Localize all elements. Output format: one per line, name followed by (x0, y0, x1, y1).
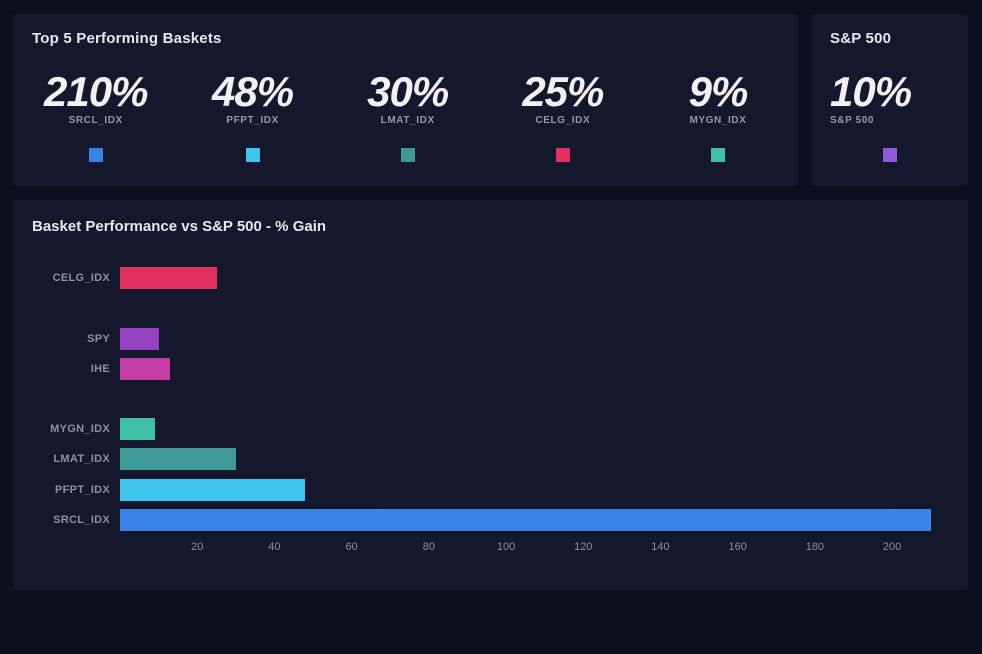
basket-stat-value: 30% (367, 71, 448, 113)
performance-chart-body: CELG_IDX SPYIHE MYGN_IDXLMAT_IDXPFPT_IDXSR… (32, 263, 950, 563)
chart-bar-row (120, 323, 950, 353)
chart-bar-row (120, 293, 950, 323)
chart-bar (120, 267, 217, 289)
sp500-title: S&P 500 (830, 30, 950, 47)
chart-y-label: PFPT_IDX (32, 475, 120, 505)
chart-y-label: SRCL_IDX (32, 505, 120, 535)
chart-bar-row (120, 384, 950, 414)
chart-bar-row (120, 414, 950, 444)
chart-bar-row (120, 475, 950, 505)
top-baskets-title: Top 5 Performing Baskets (32, 30, 780, 47)
chart-y-label: MYGN_IDX (32, 414, 120, 444)
chart-x-tick: 60 (346, 541, 358, 553)
chart-x-tick: 100 (497, 541, 515, 553)
chart-plot-area: 20 40 60 80 100 120 140 160 180 200 (120, 263, 950, 563)
sp500-value: 10% (830, 71, 911, 113)
chart-bar (120, 358, 170, 380)
basket-stat-value: 48% (212, 71, 293, 113)
basket-stat-value: 25% (522, 71, 603, 113)
basket-stat-value: 210% (44, 71, 147, 113)
basket-stat-label: MYGN_IDX (689, 115, 746, 126)
chart-bar (120, 328, 159, 350)
chart-bar-row (120, 505, 950, 535)
chart-y-label (32, 293, 120, 323)
basket-stat-value: 9% (689, 71, 748, 113)
basket-swatch (246, 148, 260, 162)
chart-x-tick: 40 (268, 541, 280, 553)
sp500-panel: S&P 500 10% S&P 500 (812, 14, 968, 186)
chart-bar-row (120, 444, 950, 474)
chart-x-tick: 200 (883, 541, 901, 553)
basket-swatch (556, 148, 570, 162)
basket-stat-label: PFPT_IDX (226, 115, 279, 126)
basket-stat: 210% SRCL_IDX (44, 71, 147, 162)
chart-y-label: CELG_IDX (32, 263, 120, 293)
chart-bars (120, 263, 950, 535)
top-baskets-stats: 210% SRCL_IDX 48% PFPT_IDX 30% LMAT_IDX … (32, 71, 780, 170)
chart-y-label (32, 384, 120, 414)
chart-y-label: IHE (32, 354, 120, 384)
basket-stat: 30% LMAT_IDX (358, 71, 458, 162)
chart-x-tick: 120 (574, 541, 592, 553)
chart-x-tick: 160 (728, 541, 746, 553)
top-baskets-panel: Top 5 Performing Baskets 210% SRCL_IDX 4… (14, 14, 798, 186)
chart-y-labels: CELG_IDX SPYIHE MYGN_IDXLMAT_IDXPFPT_IDXSR… (32, 263, 120, 563)
performance-chart-panel: Basket Performance vs S&P 500 - % Gain C… (14, 200, 968, 590)
basket-stat: 25% CELG_IDX (513, 71, 613, 162)
chart-bar (120, 479, 305, 501)
chart-bar (120, 448, 236, 470)
basket-stat: 48% PFPT_IDX (203, 71, 303, 162)
basket-swatch (89, 148, 103, 162)
chart-y-label: SPY (32, 323, 120, 353)
chart-bar-row (120, 354, 950, 384)
chart-bar (120, 418, 155, 440)
sp500-stat: 10% S&P 500 (830, 71, 950, 126)
chart-bar (120, 509, 931, 531)
basket-stat-label: LMAT_IDX (381, 115, 435, 126)
basket-stat-label: SRCL_IDX (69, 115, 123, 126)
sp500-label: S&P 500 (830, 115, 874, 126)
sp500-swatch (883, 148, 897, 162)
chart-x-tick: 20 (191, 541, 203, 553)
chart-bar-row (120, 263, 950, 293)
chart-x-tick: 80 (423, 541, 435, 553)
chart-x-axis: 20 40 60 80 100 120 140 160 180 200 (120, 541, 950, 559)
chart-x-tick: 180 (806, 541, 824, 553)
chart-y-label: LMAT_IDX (32, 444, 120, 474)
chart-x-tick: 140 (651, 541, 669, 553)
basket-swatch (401, 148, 415, 162)
basket-stat: 9% MYGN_IDX (668, 71, 768, 162)
performance-chart-title: Basket Performance vs S&P 500 - % Gain (32, 218, 950, 235)
basket-swatch (711, 148, 725, 162)
basket-stat-label: CELG_IDX (535, 115, 590, 126)
